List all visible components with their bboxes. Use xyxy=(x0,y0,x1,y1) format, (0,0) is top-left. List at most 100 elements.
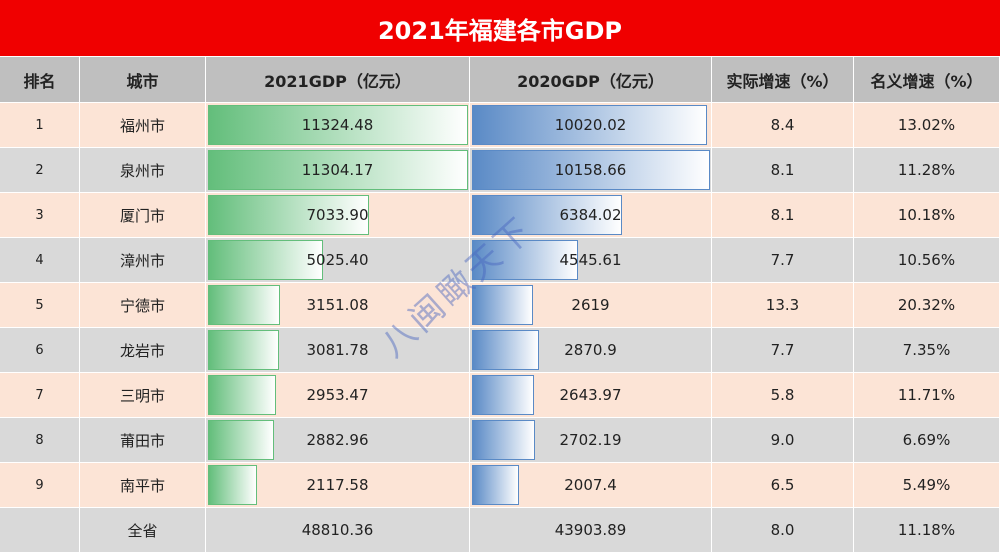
table-cell: 13.02% xyxy=(854,103,1000,148)
table-cell-text: 8.1 xyxy=(770,206,795,224)
header-cell: 城市 xyxy=(80,57,206,103)
table-cell: 2 xyxy=(0,148,80,193)
table-cell: 3081.78 xyxy=(206,328,470,373)
table-cell: 7.7 xyxy=(712,238,854,283)
table-cell: 9.0 xyxy=(712,418,854,463)
table-cell: 2702.19 xyxy=(470,418,712,463)
total-cell-text: 43903.89 xyxy=(554,521,627,539)
table-cell-text: 10.18% xyxy=(897,206,956,224)
total-cell-text: 11.18% xyxy=(897,521,956,539)
table-cell: 6 xyxy=(0,328,80,373)
table-cell-text: 10.56% xyxy=(897,251,956,269)
total-cell-text: 全省 xyxy=(127,521,158,540)
table-cell-text: 3081.78 xyxy=(306,341,369,359)
table-cell: 三明市 xyxy=(80,373,206,418)
data-bar xyxy=(208,105,468,145)
table-cell: 7033.90 xyxy=(206,193,470,238)
table-cell-text: 南平市 xyxy=(119,476,165,495)
table-cell-text: 8.1 xyxy=(770,161,795,179)
table-cell xyxy=(0,508,80,553)
data-bar xyxy=(208,195,370,235)
table-cell-text: 2619 xyxy=(571,296,610,314)
data-bar xyxy=(208,465,257,505)
table-cell: 11304.17 xyxy=(206,148,470,193)
table-cell-text: 4545.61 xyxy=(559,251,622,269)
header-cell-text: 2021GDP（亿元） xyxy=(264,71,411,91)
table-cell: 9 xyxy=(0,463,80,508)
table-cell: 5 xyxy=(0,283,80,328)
table-cell-text: 9.0 xyxy=(770,431,795,449)
data-bar xyxy=(208,240,324,280)
table-cell: 3 xyxy=(0,193,80,238)
table-cell: 2870.9 xyxy=(470,328,712,373)
header-cell-text: 实际增速（%） xyxy=(726,71,839,91)
table-cell-text: 8.4 xyxy=(770,116,795,134)
data-bar xyxy=(472,420,536,460)
data-bar xyxy=(208,375,276,415)
table-cell: 10020.02 xyxy=(470,103,712,148)
table-cell-text: 11304.17 xyxy=(301,161,374,179)
table-cell: 10158.66 xyxy=(470,148,712,193)
table-cell-text: 2953.47 xyxy=(306,386,369,404)
total-cell: 43903.89 xyxy=(470,508,712,553)
table-cell-text: 6 xyxy=(35,342,44,358)
table-cell-text: 8 xyxy=(35,432,44,448)
table-cell-text: 11.71% xyxy=(897,386,956,404)
data-bar xyxy=(208,285,281,325)
table-cell: 8.1 xyxy=(712,148,854,193)
table-cell-text: 11324.48 xyxy=(301,116,374,134)
table-cell: 13.3 xyxy=(712,283,854,328)
table-cell-text: 7033.90 xyxy=(306,206,369,224)
data-bar xyxy=(472,195,622,235)
table-cell-text: 5 xyxy=(35,297,44,313)
table-cell: 20.32% xyxy=(854,283,1000,328)
table-cell-text: 宁德市 xyxy=(119,296,165,315)
table-cell-text: 6.69% xyxy=(902,431,951,449)
table-cell-text: 13.02% xyxy=(897,116,956,134)
header-cell: 排名 xyxy=(0,57,80,103)
table-cell-text: 2643.97 xyxy=(559,386,622,404)
table-cell: 1 xyxy=(0,103,80,148)
table-cell: 6.69% xyxy=(854,418,1000,463)
header-cell-text: 排名 xyxy=(23,71,56,91)
data-bar xyxy=(208,420,275,460)
table-cell: 2882.96 xyxy=(206,418,470,463)
total-cell-text: 48810.36 xyxy=(301,521,374,539)
data-bar xyxy=(472,150,710,190)
table-cell-text: 漳州市 xyxy=(119,251,165,270)
table-cell-text: 三明市 xyxy=(119,386,165,405)
table-cell-text: 2702.19 xyxy=(559,431,622,449)
table-cell: 8 xyxy=(0,418,80,463)
header-cell: 2020GDP（亿元） xyxy=(470,57,712,103)
table-cell: 4 xyxy=(0,238,80,283)
data-bar xyxy=(472,465,520,505)
table-cell-text: 20.32% xyxy=(897,296,956,314)
table-cell: 5025.40 xyxy=(206,238,470,283)
table-cell-text: 11.28% xyxy=(897,161,956,179)
table-cell: 福州市 xyxy=(80,103,206,148)
table-cell-text: 3 xyxy=(35,207,44,223)
table-cell: 10.18% xyxy=(854,193,1000,238)
table-cell: 11.28% xyxy=(854,148,1000,193)
table-cell: 泉州市 xyxy=(80,148,206,193)
header-cell: 名义增速（%） xyxy=(854,57,1000,103)
table-cell-text: 5.49% xyxy=(902,476,951,494)
table-cell-text: 2007.4 xyxy=(564,476,617,494)
table-cell-text: 龙岩市 xyxy=(119,341,165,360)
table-cell: 11324.48 xyxy=(206,103,470,148)
table-cell: 8.4 xyxy=(712,103,854,148)
table-cell-text: 1 xyxy=(35,117,44,133)
table-cell-text: 莆田市 xyxy=(119,431,165,450)
total-cell: 全省 xyxy=(80,508,206,553)
table-cell-text: 2870.9 xyxy=(564,341,617,359)
data-bar xyxy=(472,375,534,415)
total-cell: 8.0 xyxy=(712,508,854,553)
table-cell: 龙岩市 xyxy=(80,328,206,373)
table-cell-text: 5.8 xyxy=(770,386,795,404)
total-cell-text: 8.0 xyxy=(770,521,795,539)
table-cell-text: 7.7 xyxy=(770,251,795,269)
table-cell-text: 5025.40 xyxy=(306,251,369,269)
table-cell: 8.1 xyxy=(712,193,854,238)
header-cell-text: 名义增速（%） xyxy=(870,71,983,91)
